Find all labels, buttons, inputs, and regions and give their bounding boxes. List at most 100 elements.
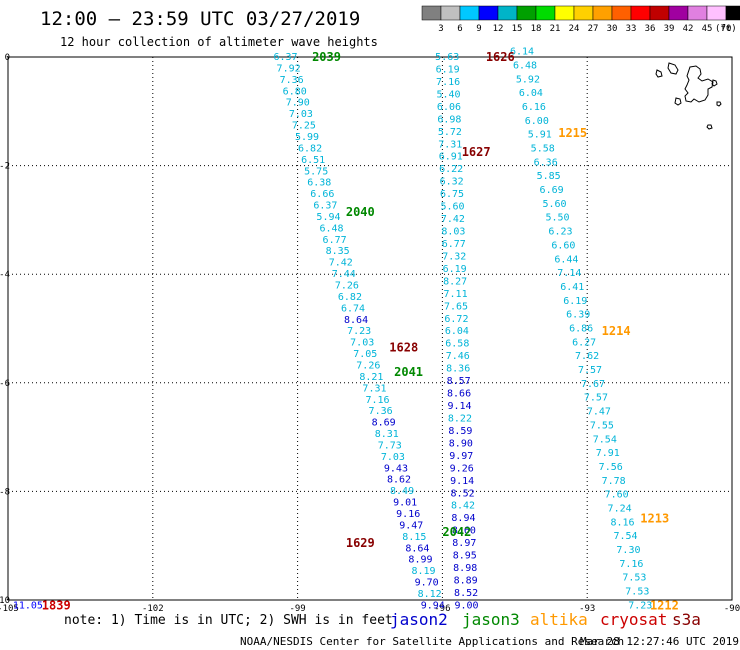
wave-height-value: 7.42 <box>441 214 465 225</box>
wave-height-value: 5.60 <box>440 202 464 213</box>
wave-height-value: 8.99 <box>408 555 432 566</box>
wave-height-value: 7.62 <box>575 351 599 362</box>
wave-height-value: 6.37 <box>313 201 337 212</box>
wave-height-value: 7.05 <box>353 349 377 360</box>
wave-height-value: 8.42 <box>451 501 475 512</box>
color-swatch <box>421 5 442 21</box>
wave-height-value: 8.16 <box>611 517 635 528</box>
wave-height-value: 6.16 <box>522 102 546 113</box>
wave-height-value: 6.80 <box>283 86 307 97</box>
color-swatch <box>611 5 632 21</box>
wave-height-value: 6.04 <box>519 88 543 99</box>
wave-height-value: 8.69 <box>372 418 396 429</box>
color-scale-label: 15 <box>512 24 523 34</box>
wave-height-value: 7.30 <box>616 545 640 556</box>
wave-height-value: 7.26 <box>356 360 380 371</box>
wave-height-value: 6.27 <box>572 337 596 348</box>
wave-height-value: 6.98 <box>437 114 461 125</box>
wave-height-value: 11.05 <box>13 600 43 611</box>
wave-height-value: 8.27 <box>443 276 467 287</box>
wave-height-value: 6.82 <box>298 143 322 154</box>
wave-height-value: 5.94 <box>316 212 340 223</box>
wave-height-value: 6.82 <box>338 292 362 303</box>
satellite-legend-jason2: jason2 <box>390 610 448 629</box>
pass-time-label: 1627 <box>462 145 491 159</box>
wave-height-value: 6.86 <box>569 324 593 335</box>
wave-height-value: 8.36 <box>446 364 470 375</box>
wave-height-value: 9.70 <box>415 578 439 589</box>
color-scale-label: 3 <box>438 24 443 34</box>
wave-height-value: 6.48 <box>513 60 537 71</box>
wave-height-value: 7.90 <box>286 98 310 109</box>
color-swatch <box>706 5 727 21</box>
wave-height-value: 7.53 <box>625 587 649 598</box>
pass-time-labels: 2039 2040 2041 2042 1626 1627 1628 1629 1215 1214… <box>42 50 679 612</box>
page-title: 12:00 – 23:59 UTC 03/27/2019 <box>40 8 360 30</box>
color-scale-label: 9 <box>476 24 481 34</box>
wave-height-value: 7.54 <box>593 434 617 445</box>
wave-height-value: 5.40 <box>436 89 460 100</box>
pass-time-label: 2040 <box>346 205 375 219</box>
wave-height-value: 7.03 <box>350 338 374 349</box>
wave-height-value: 6.72 <box>444 314 468 325</box>
wave-height-value: 5.58 <box>531 143 555 154</box>
wave-height-value: 7.65 <box>444 301 468 312</box>
longitude-tick-label: -102 <box>142 604 164 614</box>
wave-height-value: 5.75 <box>304 166 328 177</box>
color-scale-label: 30 <box>607 24 618 34</box>
wave-height-value: 7.16 <box>365 395 389 406</box>
color-scale-label: 18 <box>531 24 542 34</box>
map-frame <box>7 56 733 601</box>
color-swatch <box>459 5 480 21</box>
footer-credit: NOAA/NESDIS Center for Satellite Applica… <box>240 635 624 648</box>
satellite-legend-jason3: jason3 <box>462 610 520 629</box>
wave-height-value: 5.60 <box>543 199 567 210</box>
color-scale-label: 70 <box>721 24 732 34</box>
wave-height-value: 7.55 <box>590 420 614 431</box>
wave-height-value: 6.37 <box>273 52 297 63</box>
wave-height-value: 8.57 <box>447 376 471 387</box>
wave-height-value: 7.92 <box>277 63 301 74</box>
wave-height-value: 9.94 <box>421 600 445 611</box>
wave-height-value: 6.58 <box>445 339 469 350</box>
footer-note: note: 1) Time is in UTC; 2) SWH is in fe… <box>64 613 393 628</box>
longitude-tick-label: -96 <box>434 604 450 614</box>
latitude-tick-label: -4 <box>0 270 10 280</box>
longitude-tick-label: -99 <box>289 604 305 614</box>
wave-height-value: 8.49 <box>390 486 414 497</box>
color-swatch <box>630 5 651 21</box>
wave-height-value: 7.26 <box>335 281 359 292</box>
longitude-ticks: -105 -102 -99 -96 -93 -90 <box>0 604 740 614</box>
wave-height-value: 8.89 <box>454 576 478 587</box>
wave-height-value: 7.67 <box>581 379 605 390</box>
satellite-legend-cryosat: cryosat <box>600 610 667 629</box>
color-swatch <box>573 5 594 21</box>
wave-height-value: 8.12 <box>418 589 442 600</box>
pass-time-label: 1214 <box>602 324 631 338</box>
satellite-legend-altika: altika <box>530 610 588 629</box>
wave-height-value: 7.16 <box>436 77 460 88</box>
color-swatch <box>687 5 708 21</box>
wave-height-value: 7.42 <box>329 258 353 269</box>
color-scale-label: 21 <box>550 24 561 34</box>
wave-height-value: 6.77 <box>442 239 466 250</box>
wave-height-value: 8.59 <box>448 426 472 437</box>
latitude-tick-label: -8 <box>0 487 10 497</box>
wave-height-value: 6.66 <box>310 189 334 200</box>
track-altika-pass-1: 6.14 6.48 5.92 6.04 6.16 6.00 5.91 5.58 6.36 5.85… <box>510 47 652 612</box>
wave-height-value: 6.22 <box>439 164 463 175</box>
wave-height-value: 6.39 <box>566 310 590 321</box>
altimeter-tracks: 6.377.927.366.807.907.037.255.996.826.51… <box>13 47 653 612</box>
wave-height-value: 7.23 <box>347 326 371 337</box>
track-s3a-pass-1: 5.636.197.165.406.066.985.727.316.916.22… <box>435 52 478 611</box>
wave-height-value: 6.04 <box>445 326 469 337</box>
wave-height-value: 8.35 <box>326 246 350 257</box>
wave-height-value: 7.46 <box>446 351 470 362</box>
wave-height-value: 6.14 <box>510 47 534 58</box>
wave-height-value: 5.91 <box>528 130 552 141</box>
wave-height-value: 7.32 <box>442 251 466 262</box>
map-grid <box>8 56 732 600</box>
wave-height-value: 7.54 <box>613 531 637 542</box>
wave-height-value: 8.31 <box>375 429 399 440</box>
